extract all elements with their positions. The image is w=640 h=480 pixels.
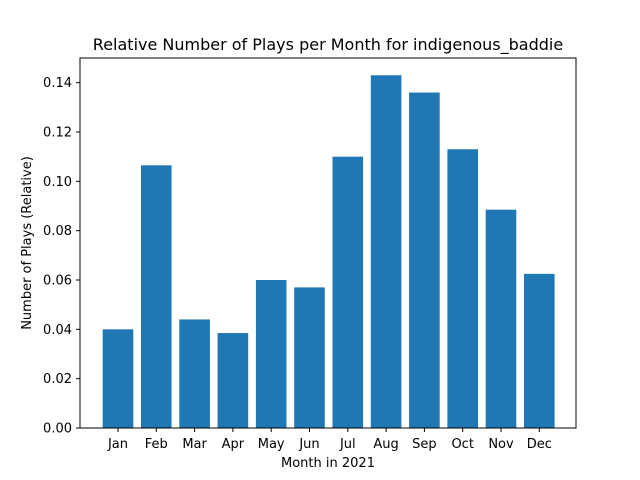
- bar-apr: [217, 333, 249, 428]
- y-tick-label: 0.00: [43, 422, 72, 437]
- x-tick-label: Oct: [451, 437, 473, 452]
- bars-group: [102, 75, 555, 429]
- x-axis: Jan Feb Mar Apr May Jun Jul Aug Sep Oct Nov Dec: [107, 428, 552, 452]
- bar-nov: [485, 209, 517, 428]
- x-tick-label: Sep: [412, 437, 437, 452]
- y-tick-label: 0.02: [43, 372, 72, 387]
- y-axis-label: Number of Plays (Relative): [20, 156, 35, 330]
- y-tick-label: 0.04: [43, 323, 72, 338]
- y-tick-label: 0.14: [43, 76, 72, 91]
- bar-mar: [179, 319, 210, 428]
- x-tick-label: Jan: [107, 437, 128, 452]
- y-axis: 0.00 0.02 0.04 0.06 0.08 0.10 0.12 0.14: [43, 76, 80, 437]
- y-tick-label: 0.12: [43, 126, 72, 141]
- bar-jun: [294, 287, 325, 428]
- x-tick-label: Jun: [298, 437, 319, 452]
- x-tick-label: Apr: [222, 437, 245, 452]
- bar-feb: [141, 165, 172, 429]
- bar-jul: [332, 156, 364, 428]
- bar-aug: [370, 75, 402, 429]
- x-tick-label: May: [258, 437, 285, 452]
- y-tick-label: 0.10: [43, 175, 72, 190]
- x-tick-label: Feb: [145, 437, 168, 452]
- y-tick-label: 0.08: [43, 224, 72, 239]
- bar-jan: [102, 329, 134, 428]
- bar-oct: [447, 149, 478, 428]
- bar-sep: [409, 92, 440, 429]
- x-tick-label: Dec: [527, 437, 552, 452]
- x-tick-label: Jul: [339, 437, 356, 452]
- x-tick-label: Aug: [373, 437, 398, 452]
- x-axis-label: Month in 2021: [281, 456, 375, 471]
- x-tick-label: Nov: [488, 437, 514, 452]
- bar-may: [255, 280, 287, 428]
- bar-dec: [524, 273, 555, 428]
- x-tick-label: Mar: [182, 437, 207, 452]
- plot-frame: [79, 57, 577, 429]
- y-tick-label: 0.06: [43, 274, 72, 289]
- chart-title: Relative Number of Plays per Month for i…: [93, 35, 563, 55]
